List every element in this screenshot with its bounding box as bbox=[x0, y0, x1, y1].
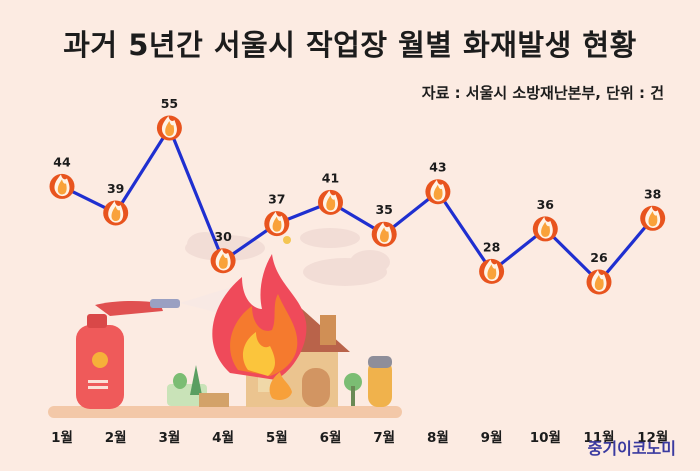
x-tick-label-10: 10월 bbox=[530, 429, 561, 446]
fire-illustration bbox=[48, 228, 402, 418]
x-tick-label-3: 3월 bbox=[158, 429, 180, 446]
data-label-8: 43 bbox=[429, 160, 446, 175]
line-layer bbox=[61, 126, 654, 284]
marker-layer bbox=[49, 115, 666, 295]
data-label-10: 36 bbox=[537, 197, 555, 212]
big-flame-icon bbox=[212, 236, 307, 400]
x-tick-label-5: 5월 bbox=[266, 429, 288, 446]
x-axis: 1월 2월 3월 4월 5월 6월 7월 8월 9월 10월 11월 12월 bbox=[51, 429, 668, 446]
x-tick-label-11: 11월 bbox=[583, 429, 614, 446]
flame-marker-8 bbox=[425, 179, 451, 205]
data-label-1: 44 bbox=[53, 154, 71, 169]
flame-marker-6 bbox=[318, 189, 343, 215]
flame-marker-12 bbox=[640, 205, 666, 231]
flame-marker-3 bbox=[156, 115, 182, 141]
x-tick-label-1: 1월 bbox=[51, 429, 73, 446]
data-label-9: 28 bbox=[483, 239, 500, 254]
fire-extinguisher-icon bbox=[76, 285, 238, 409]
flame-marker-9 bbox=[479, 258, 505, 284]
data-label-4: 30 bbox=[214, 229, 232, 244]
flame-marker-4 bbox=[210, 248, 236, 274]
data-label-6: 41 bbox=[322, 170, 339, 185]
flame-marker-11 bbox=[586, 269, 612, 295]
flame-marker-5 bbox=[264, 211, 290, 237]
x-tick-label-2: 2월 bbox=[105, 429, 127, 446]
flame-marker-1 bbox=[49, 173, 75, 199]
data-label-3: 55 bbox=[161, 96, 178, 111]
x-tick-label-7: 7월 bbox=[373, 429, 395, 446]
flame-marker-10 bbox=[532, 216, 558, 242]
x-tick-label-4: 4월 bbox=[212, 429, 234, 446]
x-tick-label-12: 12월 bbox=[637, 429, 668, 446]
data-label-5: 37 bbox=[268, 192, 285, 207]
x-tick-label-9: 9월 bbox=[481, 429, 503, 446]
data-label-11: 26 bbox=[590, 250, 608, 265]
data-label-7: 35 bbox=[375, 202, 392, 217]
publisher-watermark: 중기이코노미 bbox=[587, 439, 676, 458]
flame-marker-2 bbox=[103, 200, 129, 226]
flame-marker-7 bbox=[371, 221, 397, 247]
data-label-2: 39 bbox=[107, 181, 124, 196]
x-tick-label-8: 8월 bbox=[427, 429, 449, 446]
data-label-layer: 44 39 55 30 37 41 35 43 28 36 26 38 bbox=[53, 96, 661, 265]
chart-title: 과거 5년간 서울시 작업장 월별 화재발생 현황 bbox=[63, 28, 637, 62]
data-label-12: 38 bbox=[644, 186, 661, 201]
chart-source-note: 자료 : 서울시 소방재난본부, 단위 : 건 bbox=[421, 84, 664, 102]
x-tick-label-6: 6월 bbox=[320, 429, 342, 446]
series-line bbox=[61, 126, 654, 284]
